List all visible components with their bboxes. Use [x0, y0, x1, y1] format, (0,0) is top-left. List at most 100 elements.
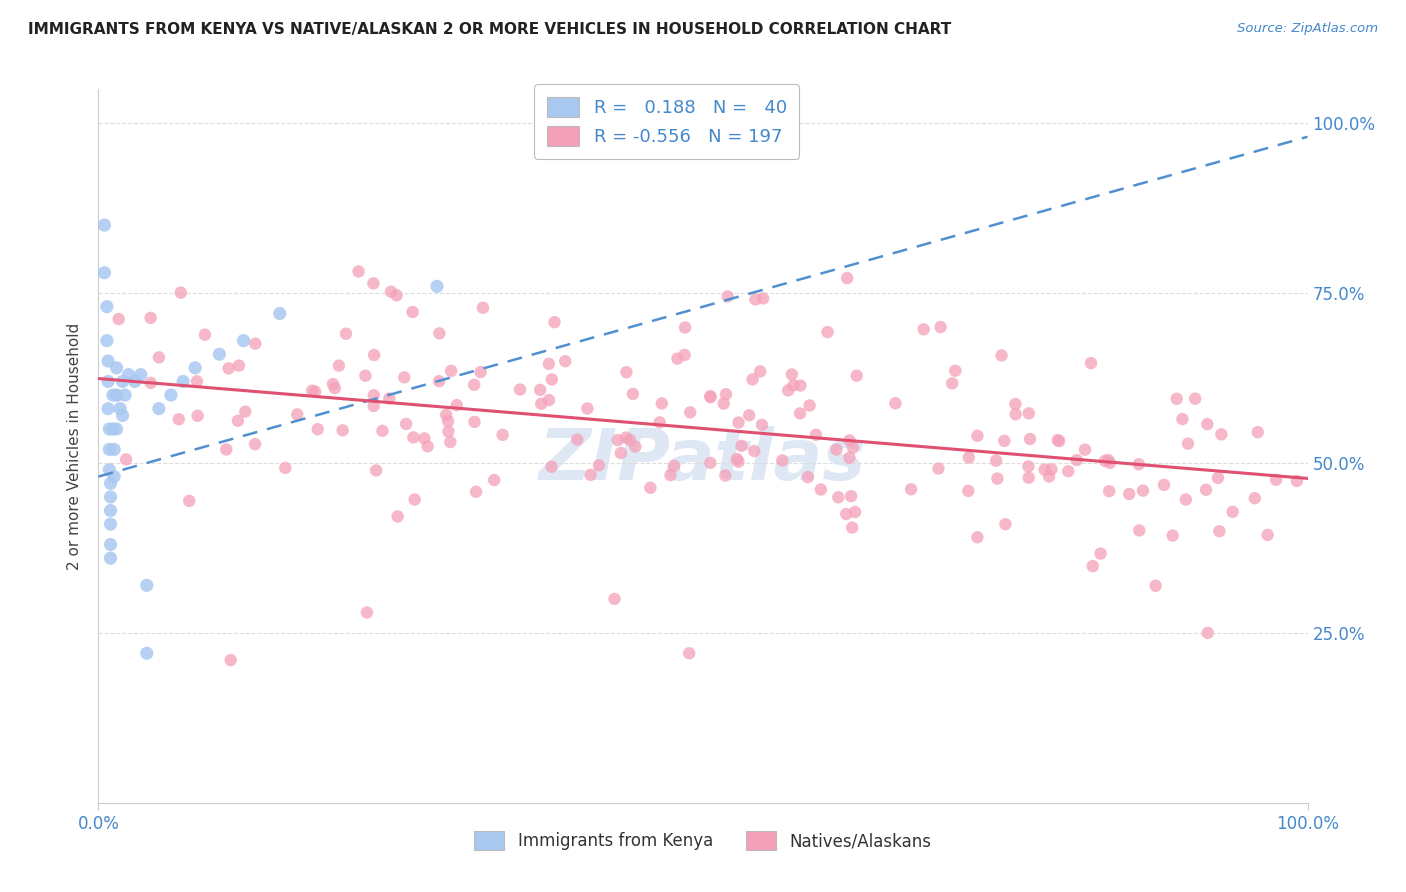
Point [749, 364, 772, 378]
Point [1040, 462, 1063, 476]
Point [1080, 356, 1102, 370]
Point [96, 300, 118, 314]
Point [363, 277, 385, 291]
Point [651, 396, 673, 410]
Point [170, 285, 193, 300]
Point [699, 389, 721, 403]
Text: ZIPatlas: ZIPatlas [540, 425, 866, 495]
Point [1118, 487, 1140, 501]
Point [614, 431, 637, 445]
Point [98, 463, 121, 477]
Point [838, 450, 860, 465]
Point [347, 264, 370, 278]
Point [943, 364, 966, 378]
Point [194, 327, 217, 342]
Point [100, 551, 122, 566]
Point [738, 408, 761, 422]
Point [439, 435, 461, 450]
Point [606, 433, 628, 447]
Point [394, 370, 416, 384]
Point [111, 375, 134, 389]
Point [621, 387, 644, 401]
Point [744, 293, 766, 307]
Point [1066, 453, 1088, 467]
Point [567, 433, 589, 447]
Point [100, 490, 122, 504]
Point [537, 393, 560, 408]
Point [640, 481, 662, 495]
Point [554, 354, 576, 368]
Point [427, 326, 450, 341]
Point [1018, 470, 1040, 484]
Point [100, 517, 122, 532]
Point [673, 348, 696, 362]
Point [96, 334, 118, 348]
Point [226, 414, 249, 428]
Point [789, 406, 811, 420]
Point [135, 646, 157, 660]
Point [402, 430, 425, 444]
Point [797, 470, 820, 484]
Point [332, 423, 354, 437]
Point [588, 458, 610, 473]
Point [842, 441, 865, 455]
Point [1033, 462, 1056, 476]
Point [114, 388, 136, 402]
Point [101, 388, 124, 402]
Point [730, 439, 752, 453]
Point [751, 417, 773, 432]
Point [464, 415, 486, 429]
Point [1018, 406, 1040, 420]
Point [139, 376, 162, 390]
Point [752, 292, 775, 306]
Point [179, 494, 201, 508]
Point [1153, 478, 1175, 492]
Point [97, 375, 120, 389]
Point [844, 505, 866, 519]
Point [232, 334, 254, 348]
Point [135, 578, 157, 592]
Point [1211, 427, 1233, 442]
Point [1197, 626, 1219, 640]
Point [482, 473, 505, 487]
Point [1019, 432, 1042, 446]
Point [274, 461, 297, 475]
Point [727, 416, 749, 430]
Point [529, 383, 551, 397]
Point [285, 408, 308, 422]
Point [363, 388, 385, 402]
Point [841, 520, 863, 534]
Point [610, 446, 633, 460]
Point [1285, 474, 1308, 488]
Point [541, 372, 564, 386]
Point [463, 377, 485, 392]
Point [810, 483, 832, 497]
Point [1257, 528, 1279, 542]
Point [98, 442, 121, 457]
Point [471, 301, 494, 315]
Point [957, 483, 980, 498]
Point [100, 503, 122, 517]
Point [648, 416, 671, 430]
Point [245, 336, 267, 351]
Point [1128, 457, 1150, 471]
Point [426, 279, 449, 293]
Point [160, 388, 183, 402]
Point [187, 409, 209, 423]
Point [835, 507, 858, 521]
Point [401, 305, 423, 319]
Point [322, 377, 344, 392]
Legend: Immigrants from Kenya, Natives/Alaskans: Immigrants from Kenya, Natives/Alaskans [465, 822, 941, 859]
Point [966, 429, 988, 443]
Point [1177, 436, 1199, 450]
Point [986, 471, 1008, 485]
Point [301, 384, 323, 398]
Point [219, 653, 242, 667]
Point [1098, 484, 1121, 499]
Point [366, 463, 388, 477]
Point [912, 322, 935, 336]
Point [111, 409, 134, 423]
Point [93, 266, 115, 280]
Point [678, 646, 700, 660]
Point [434, 408, 457, 422]
